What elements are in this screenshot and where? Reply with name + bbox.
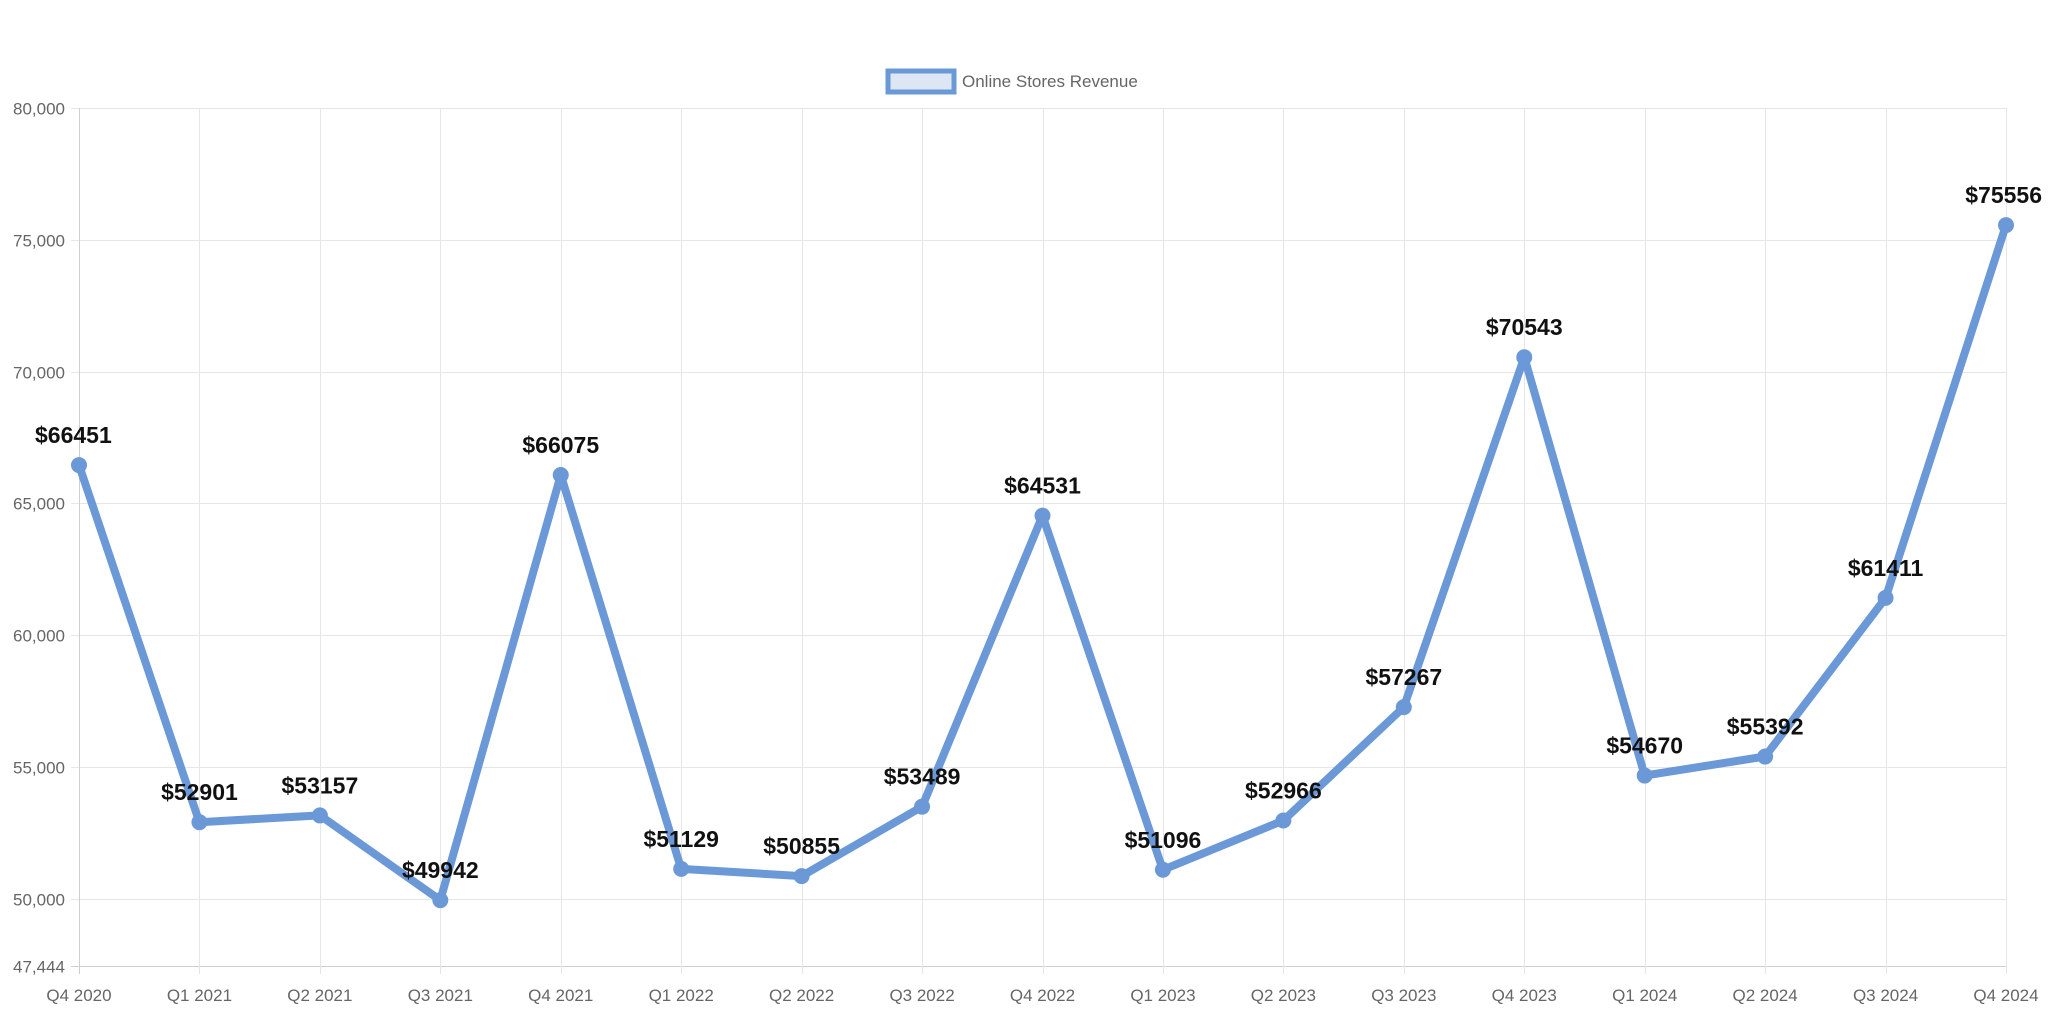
y-tick-label: 47,444 xyxy=(13,958,65,977)
legend-label[interactable]: Online Stores Revenue xyxy=(962,72,1138,91)
data-point[interactable] xyxy=(793,868,810,885)
data-label: $49942 xyxy=(402,857,479,883)
data-label: $51096 xyxy=(1125,827,1202,853)
data-label: $66451 xyxy=(35,422,112,448)
data-label: $51129 xyxy=(643,826,718,852)
x-tick-label: Q4 2023 xyxy=(1492,986,1557,1005)
y-tick-label: 60,000 xyxy=(13,627,65,646)
data-label: $55392 xyxy=(1727,714,1804,740)
data-point[interactable] xyxy=(1636,767,1653,784)
data-label: $70543 xyxy=(1486,314,1563,340)
x-tick-label: Q1 2023 xyxy=(1130,986,1195,1005)
legend-swatch[interactable] xyxy=(885,68,957,95)
data-point[interactable] xyxy=(311,807,328,824)
x-tick-label: Q3 2023 xyxy=(1371,986,1436,1005)
legend[interactable]: Online Stores Revenue xyxy=(885,68,1138,95)
y-tick-label: 80,000 xyxy=(13,100,65,119)
data-label: $52901 xyxy=(161,779,238,805)
data-point[interactable] xyxy=(1516,349,1533,366)
y-tick-label: 70,000 xyxy=(13,364,65,383)
data-point[interactable] xyxy=(1877,589,1894,606)
grid xyxy=(71,108,2007,974)
data-point[interactable] xyxy=(673,860,690,877)
x-tick-label: Q1 2024 xyxy=(1612,986,1677,1005)
x-tick-label: Q2 2022 xyxy=(769,986,834,1005)
y-tick-label: 75,000 xyxy=(13,232,65,251)
x-tick-label: Q3 2024 xyxy=(1853,986,1918,1005)
x-tick-label: Q1 2021 xyxy=(167,986,232,1005)
x-tick-label: Q4 2022 xyxy=(1010,986,1075,1005)
data-point[interactable] xyxy=(1757,748,1774,765)
y-tick-label: 55,000 xyxy=(13,759,65,778)
x-tick-label: Q4 2020 xyxy=(46,986,111,1005)
data-label: $50855 xyxy=(763,833,840,859)
data-labels: $66451 $52901 $53157 $49942 $66075 $51129 $508… xyxy=(35,182,2042,883)
data-label: $54670 xyxy=(1606,733,1683,759)
x-tick-label: Q2 2024 xyxy=(1733,986,1798,1005)
data-point[interactable] xyxy=(71,457,87,474)
data-point[interactable] xyxy=(1034,507,1051,524)
data-point[interactable] xyxy=(191,814,208,831)
data-label: $66075 xyxy=(522,432,599,458)
revenue-series-line xyxy=(75,221,2010,905)
data-point[interactable] xyxy=(1395,699,1412,716)
data-label: $64531 xyxy=(1004,473,1081,499)
axes: 47,444 50,000 55,000 60,000 65,000 70,000 75,0… xyxy=(13,100,2039,1006)
data-label: $57267 xyxy=(1365,664,1442,690)
x-tick-label: Q4 2024 xyxy=(1973,986,2038,1005)
data-label: $53157 xyxy=(282,772,359,798)
data-point[interactable] xyxy=(1998,217,2014,234)
data-label: $52966 xyxy=(1245,777,1322,803)
data-point[interactable] xyxy=(432,892,449,909)
x-tick-label: Q4 2021 xyxy=(528,986,593,1005)
x-tick-label: Q1 2022 xyxy=(649,986,714,1005)
x-tick-label: Q3 2021 xyxy=(408,986,473,1005)
data-label: $53489 xyxy=(884,764,961,790)
y-tick-label: 65,000 xyxy=(13,495,65,514)
x-tick-label: Q2 2023 xyxy=(1251,986,1316,1005)
data-point[interactable] xyxy=(914,798,931,815)
y-tick-label: 50,000 xyxy=(13,891,65,910)
x-tick-label: Q3 2022 xyxy=(889,986,954,1005)
data-label: $75556 xyxy=(1965,182,2042,208)
data-point[interactable] xyxy=(1275,812,1292,829)
data-point[interactable] xyxy=(552,466,569,483)
x-tick-label: Q2 2021 xyxy=(287,986,352,1005)
data-label: $61411 xyxy=(1848,555,1924,581)
data-point[interactable] xyxy=(1154,861,1171,878)
series-layer xyxy=(71,217,2014,909)
